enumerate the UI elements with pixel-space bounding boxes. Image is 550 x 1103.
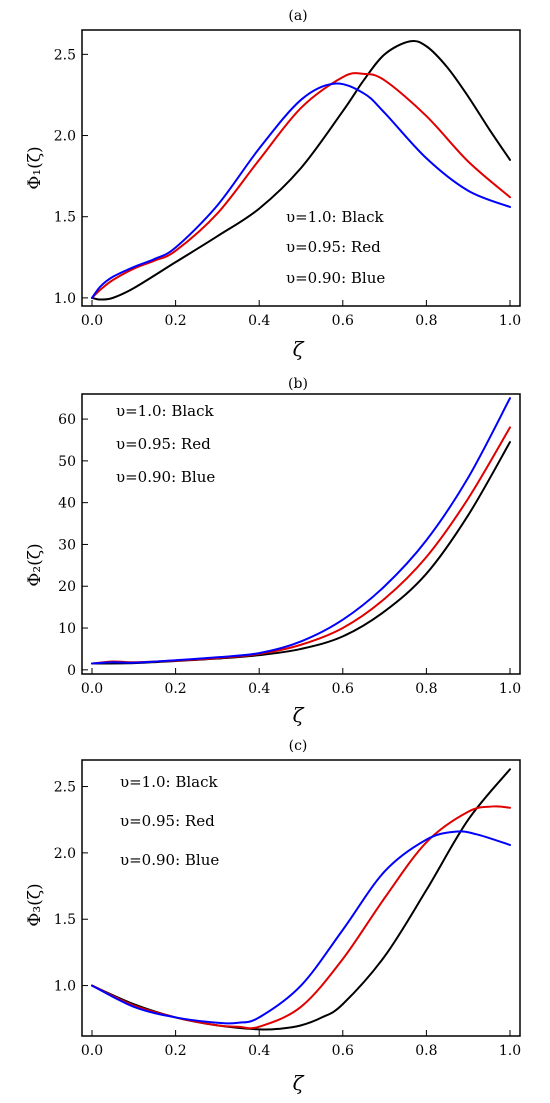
panel-b-ytick-label: 60 (58, 412, 76, 428)
panel-a-xtick-label: 0.8 (415, 313, 437, 329)
panel-a-series-line-1 (91, 39, 511, 301)
panel-b-ytick-label: 50 (58, 454, 76, 470)
panel-c: (c) 0.0 0.2 0.4 0.6 0.8 1.0 1.0 1.5 2.0 2.5 υ=1.0… (25, 738, 521, 1095)
panel-c-annotation-3: υ=0.90: Blue (120, 851, 219, 869)
panel-a-xtick-label: 0.4 (248, 313, 270, 329)
panel-c-ylabel: Φ₃(ζ) (25, 883, 45, 926)
panel-a-ytick-label: 2.0 (54, 129, 76, 145)
panel-a-annotation-3: υ=0.90: Blue (286, 269, 385, 287)
panel-b-annotation-2: υ=0.95: Red (116, 435, 211, 453)
panel-a: (a) 0.0 0.2 0.4 0.6 0.8 1.0 1.0 1.5 2.0 2.5 υ=1.0… (25, 8, 521, 361)
panel-c-ytick-label: 2.5 (54, 780, 76, 796)
panel-a-series-line-2 (91, 72, 511, 299)
panel-b-ytick-label: 20 (58, 579, 76, 595)
panel-a-annotation-1: υ=1.0: Black (286, 208, 385, 226)
panel-c-ytick-label: 1.0 (54, 979, 76, 995)
panel-a-annotation-2: υ=0.95: Red (286, 238, 381, 256)
panel-a-title: (a) (288, 8, 307, 24)
panel-c-xlabel: ζ (293, 1071, 305, 1095)
panel-c-xtick-label: 0.0 (81, 1043, 103, 1059)
panel-b-ytick-label: 0 (67, 663, 76, 679)
panel-b-xtick-label: 1.0 (499, 681, 521, 697)
panel-b-ytick-label: 10 (58, 621, 76, 637)
panel-b-xtick-label: 0.6 (332, 681, 354, 697)
panel-a-plot-frame (81, 29, 521, 307)
panel-c-annotation-2: υ=0.95: Red (120, 812, 215, 830)
panel-a-xtick-label: 0.6 (332, 313, 354, 329)
panel-b-marks: 0.0 0.2 0.4 0.6 0.8 1.0 0 10 20 30 40 50 60 (58, 397, 521, 697)
panel-b-xtick-label: 0.8 (415, 681, 437, 697)
panel-c-xtick-label: 0.2 (164, 1043, 186, 1059)
panel-b-annotation-1: υ=1.0: Black (116, 402, 215, 420)
panel-c-plot-frame (81, 759, 521, 1037)
panel-c-annotation-1: υ=1.0: Black (120, 773, 219, 791)
panel-a-xtick-label: 0.0 (81, 313, 103, 329)
panel-b-title: (b) (288, 376, 308, 392)
panel-b-series-line-3 (91, 397, 511, 665)
panel-a-ytick-label: 1.5 (54, 210, 76, 226)
panel-c-ytick-label: 1.5 (54, 912, 76, 928)
panel-a-xlabel: ζ (293, 337, 305, 361)
panel-a-xtick-label: 1.0 (499, 313, 521, 329)
panel-c-marks: 0.0 0.2 0.4 0.6 0.8 1.0 1.0 1.5 2.0 2.5 (54, 768, 521, 1059)
panel-c-title: (c) (289, 738, 308, 754)
panel-b-ytick-label: 30 (58, 537, 76, 553)
panel-a-ytick-label: 1.0 (54, 291, 76, 307)
panel-b: (b) 0.0 0.2 0.4 0.6 0.8 1.0 0 10 20 30 40 50 60 υ=1.… (25, 376, 521, 727)
panel-b-annotation-3: υ=0.90: Blue (116, 468, 215, 486)
panel-a-ytick-label: 2.5 (54, 47, 76, 63)
panel-c-series-line-2 (91, 805, 511, 1030)
panel-b-xtick-label: 0.4 (248, 681, 270, 697)
panel-c-xtick-label: 0.8 (415, 1043, 437, 1059)
panel-b-plot-frame (81, 393, 521, 675)
panel-c-xtick-label: 0.4 (248, 1043, 270, 1059)
panel-b-xtick-label: 0.2 (164, 681, 186, 697)
panel-b-xlabel: ζ (293, 703, 305, 727)
panel-a-ylabel: Φ₁(ζ) (25, 146, 45, 189)
panel-c-ytick-label: 2.0 (54, 846, 76, 862)
panel-c-xtick-label: 0.6 (332, 1043, 354, 1059)
panel-a-marks: 0.0 0.2 0.4 0.6 0.8 1.0 1.0 1.5 2.0 2.5 (54, 39, 521, 329)
panel-b-ytick-label: 40 (58, 496, 76, 512)
panel-a-series-line-3 (91, 82, 511, 299)
panel-c-series-line-3 (91, 830, 511, 1025)
panel-c-xtick-label: 1.0 (499, 1043, 521, 1059)
panel-b-xtick-label: 0.0 (81, 681, 103, 697)
panel-c-series-line-1 (91, 768, 511, 1031)
panel-b-ylabel: Φ₂(ζ) (25, 543, 45, 586)
panel-a-xtick-label: 0.2 (164, 313, 186, 329)
